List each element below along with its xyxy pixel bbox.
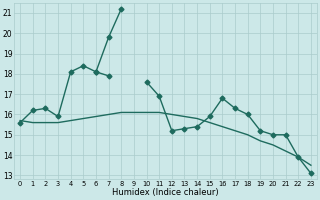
X-axis label: Humidex (Indice chaleur): Humidex (Indice chaleur) <box>112 188 219 197</box>
